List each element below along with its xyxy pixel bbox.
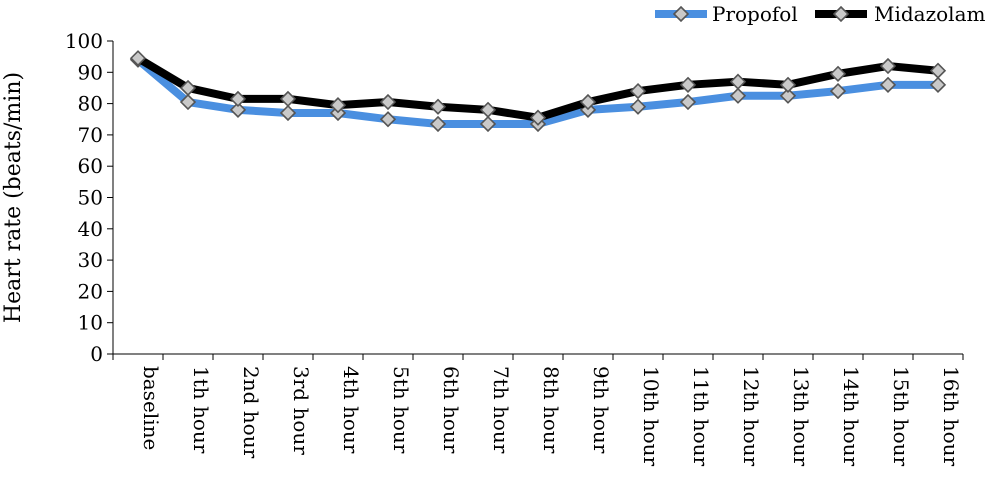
midazolam-point <box>929 62 947 79</box>
propofol-point <box>929 76 947 93</box>
x-category-label: 7th hour <box>489 366 513 454</box>
x-category-label: 4th hour <box>339 366 363 454</box>
x-category-label: 14th hour <box>839 366 863 467</box>
midazolam-point <box>429 98 447 115</box>
x-category-label: baseline <box>139 366 163 450</box>
y-tick-label: 60 <box>78 154 103 178</box>
midazolam-point <box>229 90 247 108</box>
midazolam-point <box>679 76 697 93</box>
x-category-label: 8th hour <box>539 366 563 454</box>
y-tick-label: 30 <box>78 248 103 272</box>
propofol-point <box>779 87 797 104</box>
midazolam-point <box>629 82 647 100</box>
midazolam-point <box>329 97 347 114</box>
legend-marker-propofol <box>672 5 690 23</box>
x-category-label: 12th hour <box>739 366 763 467</box>
midazolam-point <box>479 101 497 118</box>
x-category-label: 15th hour <box>889 366 913 467</box>
y-tick-label: 50 <box>78 186 103 210</box>
x-category-label: 6th hour <box>439 366 463 454</box>
midazolam-point <box>579 93 597 111</box>
x-category-label: 11th hour <box>689 366 713 467</box>
legend-item-propofol: Propofol <box>655 2 798 26</box>
midazolam-point <box>879 57 897 75</box>
y-tick-label: 40 <box>78 217 103 241</box>
midazolam-point <box>829 65 847 82</box>
propofol-point <box>879 76 897 93</box>
y-tick-label: 100 <box>65 29 103 53</box>
propofol-point <box>279 104 297 122</box>
x-category-label: 5th hour <box>389 366 413 454</box>
y-tick-label: 80 <box>78 92 103 116</box>
propofol-point <box>629 98 647 115</box>
x-category-label: 2nd hour <box>239 366 263 459</box>
x-category-label: 16th hour <box>939 366 963 467</box>
series-layer <box>129 50 947 133</box>
midazolam-point <box>529 109 547 126</box>
midazolam-point <box>379 93 397 111</box>
y-tick-label: 20 <box>78 279 103 303</box>
propofol-point <box>379 111 397 128</box>
legend-item-midazolam: Midazolam <box>815 2 986 26</box>
y-tick-label: 70 <box>78 123 103 147</box>
y-axis: 0 10 20 30 40 50 60 70 80 90 100 <box>65 29 114 366</box>
midazolam-point <box>779 76 797 93</box>
x-category-label: 9th hour <box>589 366 613 454</box>
legend-marker-midazolam <box>832 5 850 23</box>
midazolam-point <box>729 73 747 90</box>
x-category-label: 13th hour <box>789 366 813 467</box>
y-tick-label: 90 <box>78 60 103 84</box>
midazolam-point <box>129 50 147 67</box>
propofol-point <box>479 115 497 133</box>
x-category-label: 3rd hour <box>289 366 313 455</box>
y-tick-label: 10 <box>78 311 103 335</box>
propofol-point <box>429 115 447 133</box>
midazolam-series <box>129 50 947 126</box>
propofol-point <box>229 101 247 118</box>
propofol-point <box>829 82 847 100</box>
propofol-point <box>679 93 697 111</box>
legend-label-midazolam: Midazolam <box>874 2 986 26</box>
midazolam-point <box>179 79 197 97</box>
midazolam-point <box>279 90 297 108</box>
propofol-point <box>179 93 197 111</box>
x-category-label: 10th hour <box>639 366 663 467</box>
y-axis-title: Heart rate (beats/min) <box>1 72 26 323</box>
propofol-point <box>729 87 747 104</box>
x-category-label: 1th hour <box>189 366 213 454</box>
y-tick-label: 0 <box>90 342 103 366</box>
legend: Propofol Midazolam <box>655 2 986 26</box>
legend-label-propofol: Propofol <box>712 2 798 26</box>
x-axis: baseline 1th hour 2nd hour 3rd hour 4th hour… <box>112 353 964 467</box>
